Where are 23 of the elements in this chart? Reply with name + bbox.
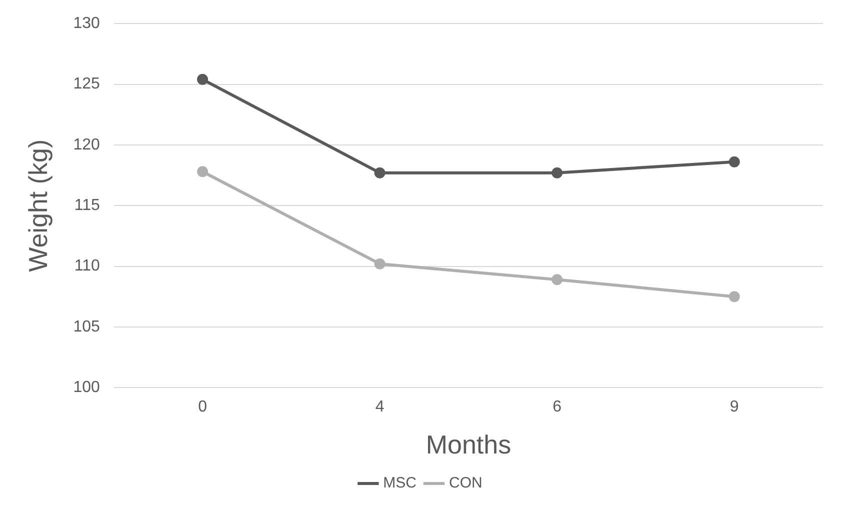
point: [374, 167, 386, 178]
y-tick-label: 110: [74, 258, 100, 275]
legend-label: MSC: [383, 474, 417, 492]
point: [552, 274, 563, 286]
point: [197, 74, 208, 85]
point: [197, 166, 208, 178]
y-tick-label: 105: [73, 318, 100, 336]
y-tick-label: 120: [73, 136, 100, 154]
x-axis-title: Months: [426, 430, 512, 460]
x-tick-label: 0: [198, 398, 208, 416]
x-tick-label: 4: [375, 398, 384, 416]
legend-label: CON: [449, 474, 482, 492]
x-tick-label: 6: [552, 398, 562, 416]
y-axis-title: Weight (kg): [22, 139, 53, 272]
x-tick-label: 9: [730, 398, 739, 416]
y-tick-label: 115: [74, 197, 100, 214]
point: [728, 291, 740, 302]
y-tick-label: 130: [73, 15, 100, 32]
y-tick-label: 100: [73, 379, 100, 396]
point: [728, 156, 740, 168]
point: [374, 258, 386, 270]
point: [552, 167, 563, 178]
y-tick-label: 125: [73, 76, 100, 93]
